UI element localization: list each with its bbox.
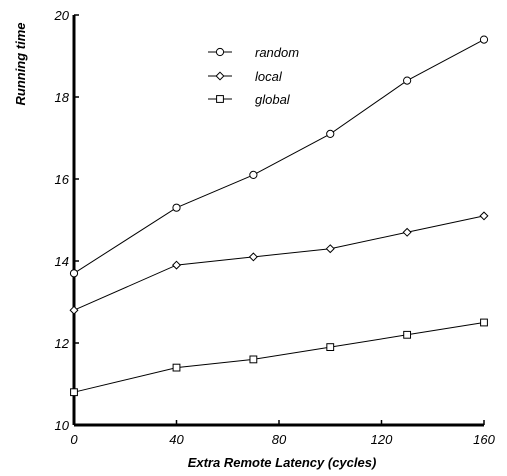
y-tick-label: 12	[55, 336, 70, 351]
series-global	[70, 318, 488, 397]
x-tick-label: 40	[169, 432, 184, 447]
data-point-local	[479, 211, 489, 221]
data-point-local	[171, 260, 182, 270]
data-point-global	[172, 363, 181, 372]
data-point-global	[249, 355, 258, 364]
x-tick-label: 120	[371, 432, 393, 447]
legend: random local global	[208, 45, 299, 107]
y-tick-label: 14	[55, 254, 69, 269]
y-axis-title: Running time	[13, 22, 28, 105]
legend-label: random	[255, 45, 299, 60]
legend-item-random: random	[208, 45, 299, 60]
y-tick-label: 18	[55, 90, 70, 105]
legend-marker-circle	[215, 47, 225, 57]
legend-label: global	[255, 92, 291, 107]
data-point-global	[403, 330, 412, 339]
x-tick-label: 0	[70, 432, 78, 447]
series-group	[69, 35, 489, 397]
series-local	[69, 211, 489, 315]
legend-label: local	[255, 69, 283, 84]
legend-item-local: local	[208, 69, 283, 84]
data-point-random	[249, 170, 258, 179]
data-point-global	[326, 343, 335, 352]
data-point-random	[403, 76, 412, 85]
data-point-local	[325, 244, 335, 254]
y-tick-label: 20	[54, 8, 70, 23]
y-tick-label: 10	[55, 418, 70, 433]
legend-marker-diamond	[215, 71, 225, 81]
x-axis-title: Extra Remote Latency (cycles)	[188, 455, 377, 470]
x-tick-label: 160	[473, 432, 495, 447]
data-point-global	[70, 388, 78, 397]
data-point-global	[480, 318, 488, 327]
series-line-random	[73, 39, 485, 274]
series-random	[69, 35, 489, 278]
legend-marker-square	[216, 95, 224, 103]
series-line-global	[73, 322, 485, 393]
data-point-local	[69, 305, 79, 315]
data-point-random	[326, 129, 335, 138]
series-line-local	[73, 215, 485, 311]
data-point-random	[479, 35, 489, 44]
data-point-local	[248, 252, 258, 262]
data-point-random	[69, 269, 79, 278]
data-point-local	[402, 227, 412, 237]
axes: 10 12 14 16 18 20 0 40 80 120 160	[54, 8, 496, 447]
x-tick-label: 80	[272, 432, 287, 447]
data-point-random	[172, 203, 181, 212]
y-tick-label: 16	[55, 172, 70, 187]
legend-item-global: global	[208, 92, 291, 107]
